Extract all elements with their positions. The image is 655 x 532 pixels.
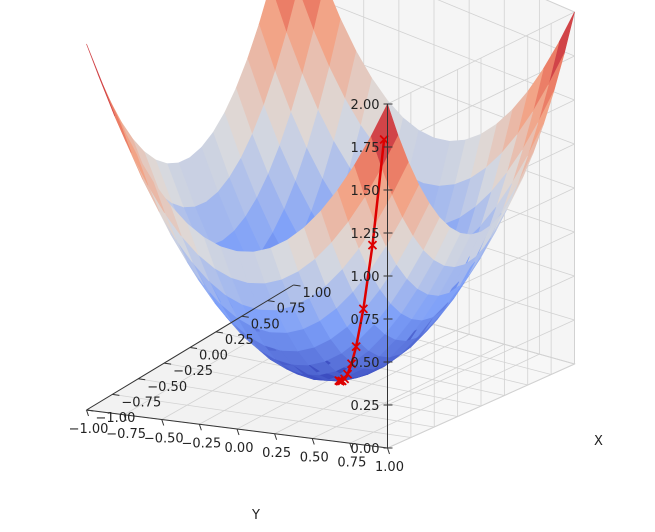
y-tick-label: −0.50 <box>144 432 184 447</box>
y-axis-label: Y <box>251 508 260 523</box>
x-tick-label: 0.00 <box>199 349 228 364</box>
z-tick-label: 1.50 <box>351 184 380 199</box>
x-tick-label: 0.50 <box>251 317 280 332</box>
descent-path <box>334 134 389 386</box>
path-marker <box>334 375 344 386</box>
z-tick-label: 1.25 <box>351 227 380 242</box>
x-tick-label: −0.25 <box>173 364 213 379</box>
path-marker <box>379 134 389 145</box>
y-tick-mark <box>349 443 353 450</box>
x-tick-label: 0.25 <box>225 333 254 348</box>
z-tick-label: 1.75 <box>351 141 380 156</box>
z-tick-label: 0.75 <box>351 313 380 328</box>
y-tick-label: 0.00 <box>225 441 254 456</box>
surface-patch <box>86 43 115 117</box>
x-tick-label: −0.50 <box>147 380 187 395</box>
y-tick-label: −1.00 <box>69 422 109 437</box>
x-tick-mark <box>164 362 172 365</box>
y-tick-label: −0.75 <box>106 427 146 442</box>
x-tick-mark <box>241 315 249 318</box>
x-tick-mark <box>189 347 198 349</box>
floor-grid-line <box>138 378 435 428</box>
path-marker <box>342 369 353 379</box>
x-tick-mark <box>267 300 275 303</box>
path-marker <box>367 240 378 250</box>
path-marker <box>337 376 347 386</box>
right-wall-grid-line <box>437 0 575 57</box>
x-tick-label: −0.75 <box>121 395 161 410</box>
y-tick-label: 1.00 <box>375 460 404 475</box>
floor-grid-line <box>112 393 411 438</box>
surface-mesh <box>86 0 575 382</box>
y-tick-mark <box>274 433 278 440</box>
x-tick-mark <box>138 378 146 381</box>
path-marker <box>358 304 369 314</box>
x-tick-mark <box>112 393 120 396</box>
z-tick-label: 1.00 <box>351 270 380 285</box>
y-tick-label: 0.25 <box>262 446 291 461</box>
y-tick-mark <box>387 447 390 455</box>
path-marker <box>346 359 357 369</box>
x-tick-label: 1.00 <box>303 286 332 301</box>
axis-ticks: 0.000.250.500.751.001.251.501.752.001.00… <box>69 98 404 475</box>
x-tick-label: 0.75 <box>277 302 306 317</box>
surface-patch <box>301 0 321 31</box>
z-tick-label: 0.50 <box>351 356 380 371</box>
x-tick-mark <box>215 331 223 334</box>
floor-grid-line <box>164 362 458 417</box>
x-axis-label: X <box>594 434 603 449</box>
surface-patch <box>275 0 295 33</box>
y-tick-mark <box>311 438 315 445</box>
y-tick-label: 0.50 <box>300 451 329 466</box>
x-tick-mark <box>86 409 94 412</box>
right-wall-grid-line <box>319 0 575 101</box>
y-tick-label: 0.75 <box>337 455 366 470</box>
left-wall-grid-line <box>387 11 575 105</box>
y-tick-mark <box>198 424 202 431</box>
z-tick-label: 2.00 <box>351 98 380 113</box>
x-tick-mark <box>293 284 301 287</box>
y-tick-label: −0.25 <box>181 436 221 451</box>
z-tick-label: 0.25 <box>351 399 380 414</box>
path-marker <box>351 342 361 352</box>
y-tick-mark <box>236 428 240 436</box>
x-tick-label: −1.00 <box>96 411 136 426</box>
y-tick-mark <box>161 419 165 426</box>
y-tick-mark <box>86 409 89 417</box>
y-tick-mark <box>123 414 127 421</box>
